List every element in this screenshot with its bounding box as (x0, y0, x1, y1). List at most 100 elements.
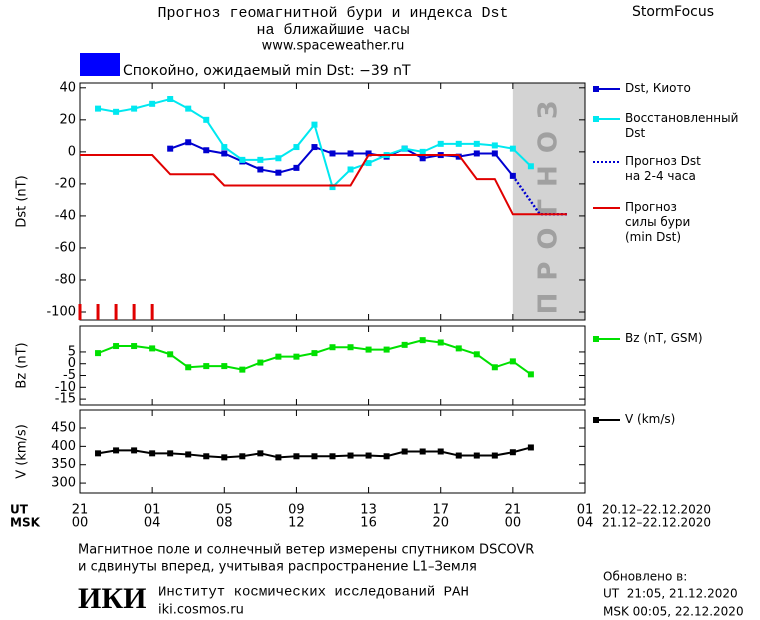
data-point (437, 448, 444, 455)
status-box (80, 53, 120, 76)
data-point (437, 339, 444, 346)
data-point (509, 358, 516, 365)
data-point (113, 447, 120, 454)
data-point (401, 341, 408, 348)
x-tick-label-msk: 00 (72, 516, 89, 531)
site: iki.cosmos.ru (158, 603, 244, 618)
data-point (131, 447, 138, 454)
legend-marker (593, 116, 599, 122)
data-point (401, 448, 408, 455)
data-point (491, 364, 498, 371)
y-tick-label: 0 (68, 144, 76, 159)
y-axis-label: V (km/s) (15, 424, 30, 479)
legend-label: Dst, Киото (625, 81, 691, 95)
panel-frame (79, 325, 586, 406)
data-point (311, 144, 318, 151)
data-point (275, 353, 282, 360)
data-point (257, 359, 264, 366)
y-tick-label: -5 (63, 368, 76, 383)
data-point (167, 145, 174, 152)
panel-frame (79, 409, 586, 494)
data-point (275, 169, 282, 176)
y-tick-label: 400 (51, 439, 76, 454)
data-point (149, 345, 156, 352)
updated-msk: MSK 00:05, 22.12.2020 (603, 605, 744, 619)
data-point (275, 454, 282, 461)
data-point (167, 351, 174, 358)
data-point (167, 96, 174, 103)
data-point (149, 100, 156, 107)
y-tick-label: -100 (46, 304, 76, 319)
x-row-label: MSK (10, 516, 41, 530)
y-tick-label: -40 (55, 208, 76, 223)
data-point (185, 105, 192, 112)
x-date-range: 21.12–22.12.2020 (602, 516, 711, 530)
data-point (365, 150, 372, 157)
data-point (383, 453, 390, 460)
data-point (239, 453, 246, 460)
updated-ut: UT 21:05, 21.12.2020 (603, 587, 738, 601)
data-point (275, 155, 282, 162)
data-point (185, 139, 192, 146)
data-point (329, 150, 336, 157)
data-point (221, 150, 228, 157)
y-tick-label: 40 (59, 80, 76, 95)
series-line (97, 339, 532, 376)
data-point (185, 451, 192, 458)
data-point (419, 448, 426, 455)
legend-label: Bz (nT, GSM) (625, 331, 703, 345)
data-point (311, 121, 318, 128)
data-point (95, 350, 102, 357)
x-tick-label: 13 (360, 503, 377, 518)
data-point (491, 150, 498, 157)
data-point (455, 452, 462, 459)
y-tick-label: -80 (55, 272, 76, 287)
data-point (131, 343, 138, 350)
y-tick-label: 300 (51, 476, 76, 491)
legend-label: Прогноз силы бури (min Dst) (625, 200, 691, 244)
data-point (95, 105, 102, 112)
subtitle: на ближайшие часы (256, 22, 409, 39)
footer-note: и сдвинуты вперед, учитывая распростране… (78, 560, 477, 575)
data-point (257, 156, 264, 163)
data-point (221, 363, 228, 370)
x-tick-label: 21 (72, 503, 89, 518)
data-point (473, 351, 480, 358)
data-point (527, 371, 534, 378)
data-point (293, 164, 300, 171)
title: Прогноз геомагнитной бури и индекса Dst (157, 5, 508, 22)
status-text: Спокойно, ожидаемый min Dst: −39 nT (123, 63, 411, 79)
data-point (203, 453, 210, 460)
legend-marker (593, 336, 599, 342)
y-axis-label: Bz (nT) (15, 342, 30, 388)
x-tick-label: 09 (288, 503, 305, 518)
x-tick-label-msk: 04 (577, 516, 594, 531)
y-tick-label: 20 (59, 112, 76, 127)
data-point (473, 140, 480, 147)
data-point (419, 148, 426, 155)
data-point (365, 160, 372, 167)
data-point (473, 150, 480, 157)
legend-label: V (km/s) (625, 412, 676, 426)
y-tick-label: 350 (51, 457, 76, 472)
data-point (257, 166, 264, 173)
data-point (293, 144, 300, 151)
data-point (95, 450, 102, 457)
footer-note: Магнитное поле и солнечный ветер измерен… (78, 543, 534, 558)
data-point (185, 364, 192, 371)
data-point (491, 452, 498, 459)
data-point (257, 450, 264, 457)
data-point (149, 450, 156, 457)
data-point (383, 346, 390, 353)
data-point (509, 145, 516, 152)
data-point (365, 346, 372, 353)
updated-label: Обновлено в: (603, 570, 687, 584)
y-tick-label: -20 (55, 176, 76, 191)
data-point (203, 116, 210, 123)
x-row-label: UT (10, 503, 29, 517)
data-point (455, 140, 462, 147)
y-tick-label: 450 (51, 420, 76, 435)
data-point (491, 142, 498, 149)
